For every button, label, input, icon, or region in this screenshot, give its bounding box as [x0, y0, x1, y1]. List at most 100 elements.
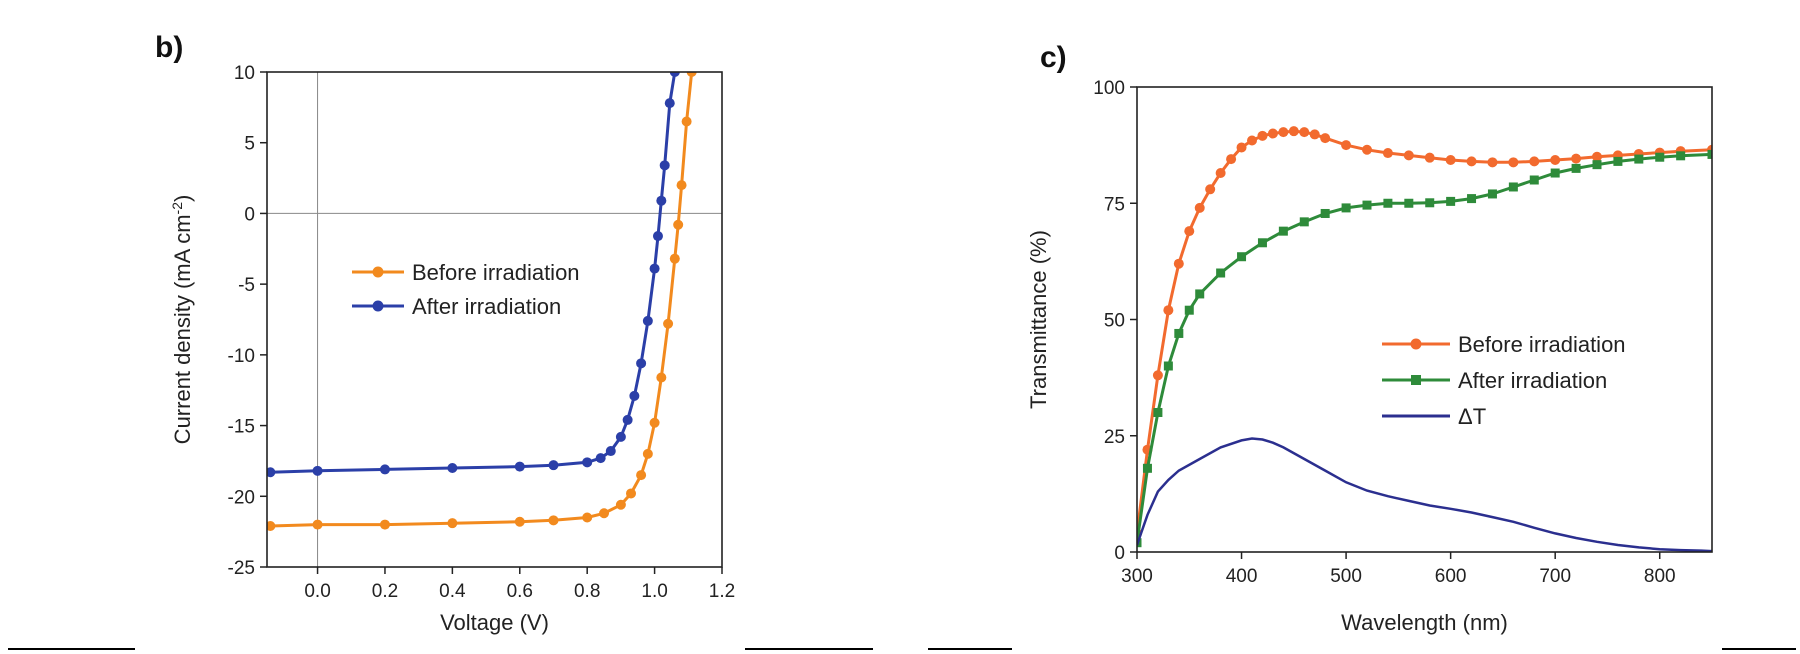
data-point	[1257, 238, 1267, 248]
data-point	[642, 448, 653, 459]
data-point	[1529, 156, 1540, 167]
data-point	[1247, 135, 1257, 146]
data-point	[1362, 144, 1372, 155]
x-tick-label: 800	[1644, 566, 1676, 587]
data-point	[669, 253, 680, 264]
y-tick-label: -20	[228, 487, 255, 508]
data-point	[656, 195, 667, 206]
legend-entry-label: After irradiation	[1458, 368, 1607, 393]
panel-label: c)	[1040, 41, 1067, 74]
data-point	[1550, 168, 1560, 178]
data-point	[1425, 198, 1435, 208]
y-axis-label: Current density (mA cm-2)	[169, 195, 195, 445]
legend-marker	[1411, 375, 1421, 385]
data-point	[1592, 151, 1602, 162]
data-point	[681, 116, 692, 127]
data-point	[1341, 140, 1352, 151]
panel-c-transmittance-chart: c) 300 400 500 600 700 800 0 25 50 75 100 Wavelength…	[1026, 41, 1713, 635]
data-point	[1466, 156, 1477, 167]
y-tick-label: 100	[1093, 78, 1125, 99]
x-tick-label: 300	[1121, 566, 1153, 587]
data-point	[514, 461, 525, 472]
data-point	[1403, 150, 1414, 161]
data-point	[1571, 153, 1582, 164]
data-point	[1184, 305, 1194, 315]
data-point	[1194, 202, 1205, 213]
x-tick-label: 1.0	[641, 581, 667, 602]
y-tick-label: 50	[1104, 311, 1125, 332]
data-point	[1195, 289, 1205, 299]
y-tick-label: -10	[228, 346, 255, 367]
data-point	[1216, 268, 1226, 278]
data-point	[548, 460, 559, 471]
data-point	[379, 464, 390, 475]
legend-entry-label: Before irradiation	[412, 260, 580, 285]
data-point	[582, 457, 593, 468]
data-point	[1237, 252, 1247, 262]
series-line	[1137, 437, 1712, 552]
data-point	[379, 519, 390, 530]
x-tick-label: 0.8	[574, 581, 600, 602]
data-point	[656, 372, 667, 383]
series-line	[270, 72, 677, 474]
data-point	[1163, 305, 1174, 316]
data-point	[1550, 155, 1561, 166]
data-point	[1655, 152, 1665, 162]
x-tick-label: 0.4	[439, 581, 466, 602]
data-point	[673, 219, 684, 230]
data-point	[1424, 152, 1435, 163]
data-point	[1267, 128, 1278, 139]
data-point	[1508, 182, 1518, 192]
data-point	[1592, 160, 1602, 170]
x-tick-label: 1.2	[709, 581, 735, 602]
data-point	[1152, 370, 1163, 381]
x-tick-label: 0.0	[304, 581, 330, 602]
x-axis-label: Voltage (V)	[440, 610, 549, 635]
panel-b-jv-chart: b) 0.0 0.2 0.4 0.6 0.8 1.0 1.2 -25 -20 -15 -10 -5 0 5 1…	[155, 31, 735, 635]
data-point	[1320, 133, 1331, 144]
data-point	[1173, 258, 1184, 269]
legend-marker	[372, 300, 384, 312]
data-point	[1142, 463, 1152, 473]
data-point	[267, 520, 276, 531]
data-point	[1137, 538, 1142, 548]
data-point	[626, 488, 636, 499]
data-point	[615, 431, 626, 442]
series-1	[267, 72, 680, 478]
data-point	[1184, 226, 1195, 237]
y-tick-label: 0	[1114, 543, 1125, 564]
x-tick-label: 600	[1435, 566, 1467, 587]
data-point	[1676, 151, 1686, 161]
data-point	[652, 231, 663, 242]
y-tick-label: 0	[244, 204, 255, 225]
data-point	[1529, 175, 1539, 185]
data-point	[1571, 163, 1581, 173]
data-point	[1362, 200, 1372, 210]
data-point	[642, 315, 653, 326]
data-point	[1299, 127, 1310, 138]
y-tick-label: -5	[238, 275, 255, 296]
y-tick-label: -15	[228, 417, 255, 438]
x-tick-label: 0.2	[372, 581, 398, 602]
data-point	[664, 98, 675, 109]
y-tick-label: 5	[244, 134, 255, 155]
plot-frame	[266, 71, 723, 568]
legend-entry-label: ΔT	[1458, 404, 1486, 429]
data-point	[599, 508, 610, 519]
y-axis-label-tail: )	[170, 195, 195, 202]
data-point	[514, 516, 525, 527]
data-point	[582, 512, 593, 523]
data-point	[1446, 196, 1456, 206]
data-point	[1404, 198, 1414, 208]
x-tick-label: 700	[1539, 566, 1571, 587]
data-point	[663, 318, 674, 329]
data-point	[1215, 168, 1226, 179]
x-tick-label: 0.6	[507, 581, 533, 602]
data-point	[1288, 126, 1299, 137]
data-point	[636, 470, 647, 481]
data-point	[622, 414, 633, 425]
data-point	[1278, 226, 1288, 236]
data-point	[312, 519, 323, 530]
data-point	[615, 499, 626, 510]
